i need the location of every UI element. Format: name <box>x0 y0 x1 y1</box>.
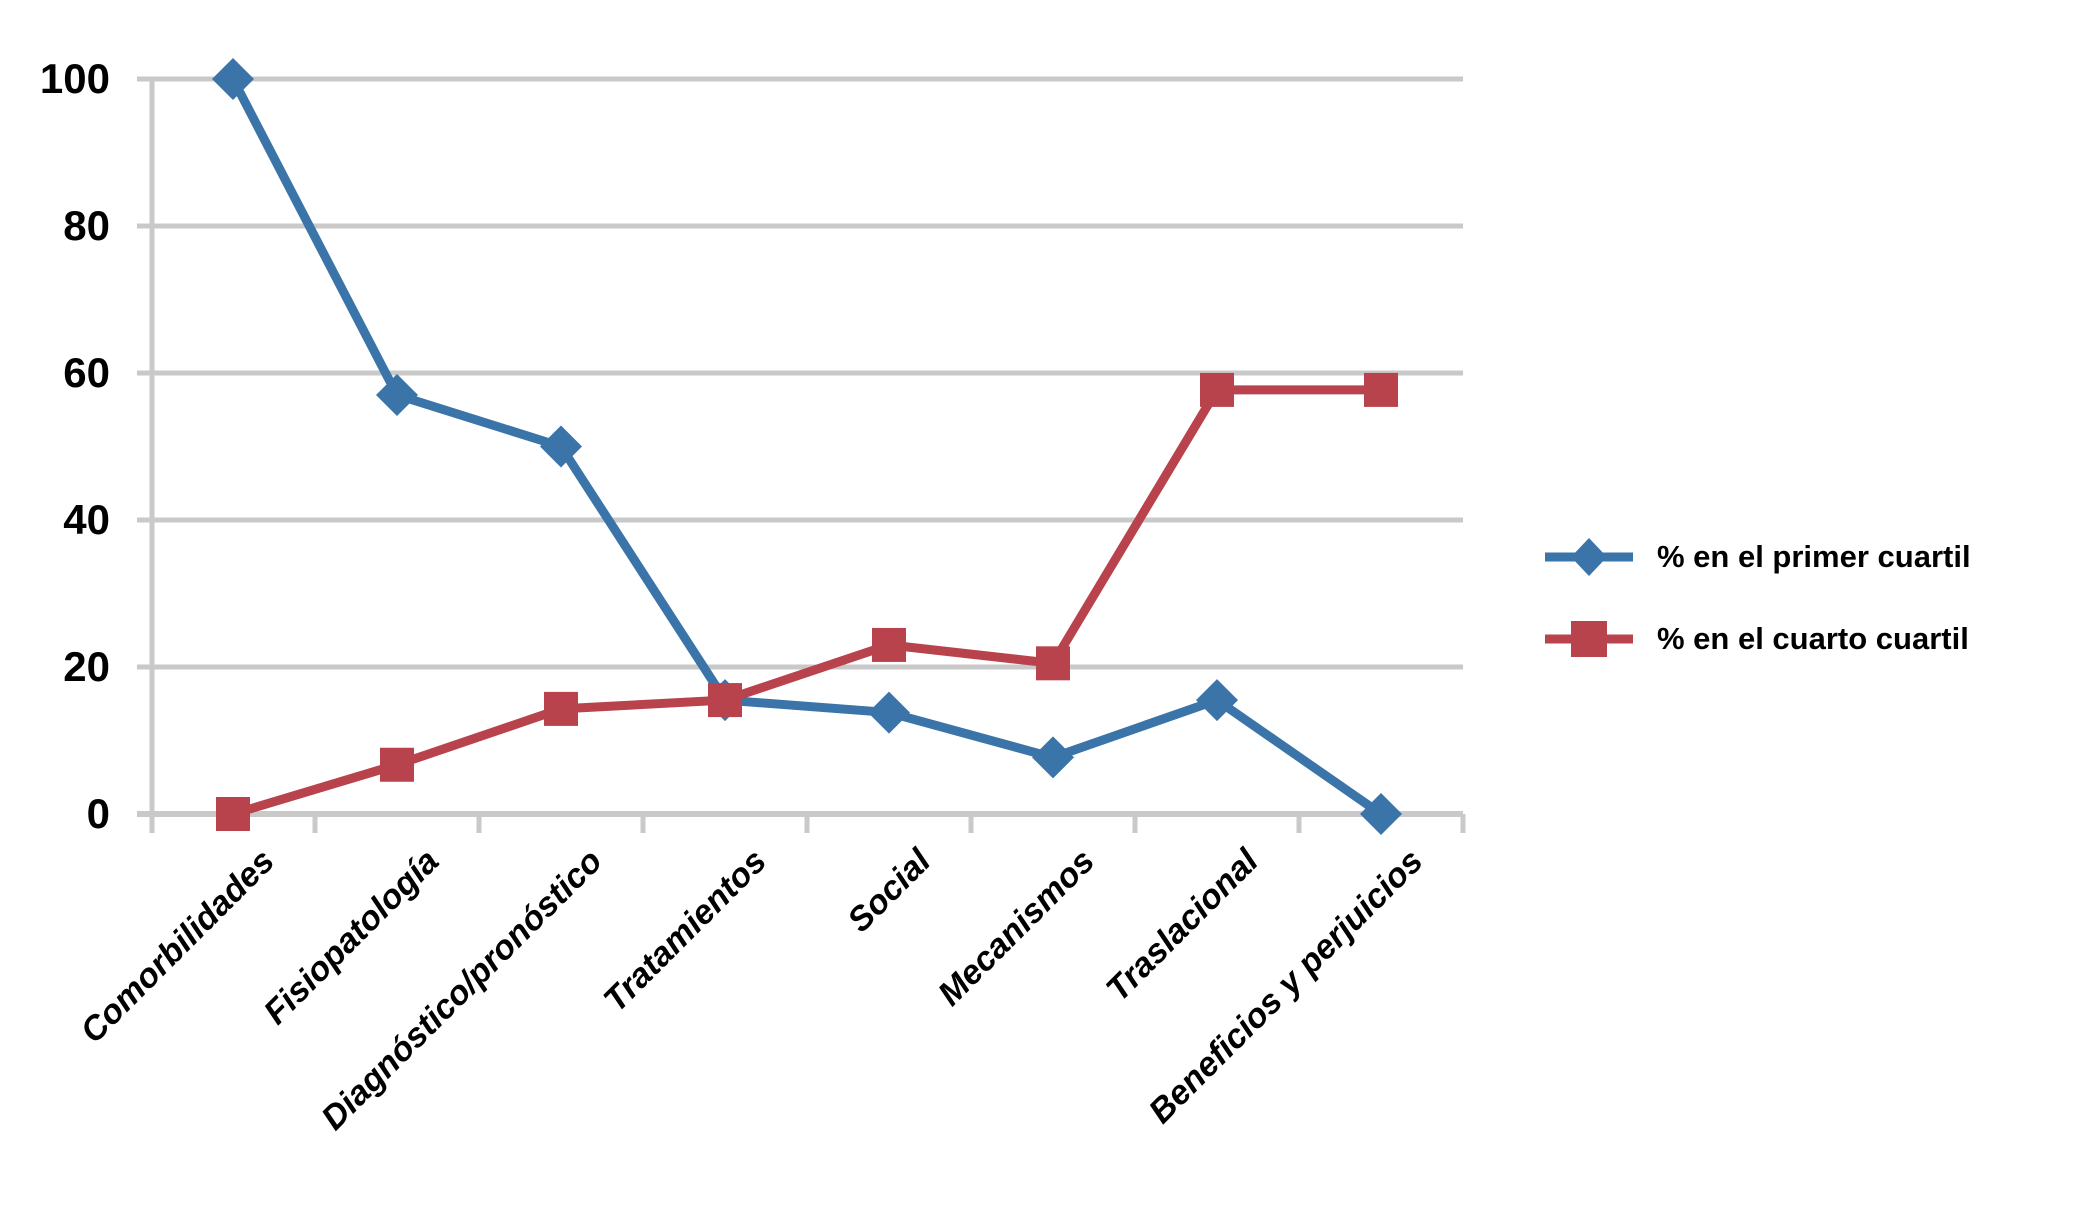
diamond-icon <box>1571 538 1607 576</box>
legend-item-cuarto-cuartil: % en el cuarto cuartil <box>1545 615 1971 663</box>
legend-label-cuarto-cuartil: % en el cuarto cuartil <box>1657 621 1969 656</box>
square-marker <box>708 683 742 718</box>
y-tick-label-80: 80 <box>63 202 110 249</box>
square-marker <box>872 627 906 662</box>
diamond-marker <box>1360 793 1402 835</box>
series-layer <box>212 58 1402 835</box>
diamond-marker <box>1196 679 1238 722</box>
legend-marker-diamond-icon <box>1545 538 1633 576</box>
diamond-marker <box>540 425 582 468</box>
square-marker <box>216 797 250 831</box>
x-axis-ticks <box>312 814 1466 833</box>
gridlines <box>137 76 1463 817</box>
legend-marker-square-icon <box>1545 621 1633 657</box>
square-marker <box>380 747 414 782</box>
y-tick-label-40: 40 <box>63 496 110 543</box>
y-tick-label-20: 20 <box>63 643 110 690</box>
diamond-marker <box>868 691 910 734</box>
legend: % en el primer cuartil % en el cuarto cu… <box>1545 533 1971 663</box>
diamond-marker <box>212 58 254 100</box>
series-line-0 <box>229 76 1384 818</box>
y-tick-label-60: 60 <box>63 349 110 396</box>
square-marker <box>1200 372 1234 407</box>
legend-item-primer-cuartil: % en el primer cuartil <box>1545 533 1971 581</box>
series-line-1 <box>231 385 1381 819</box>
y-tick-label-100: 100 <box>39 55 110 102</box>
square-marker <box>544 691 578 726</box>
legend-label-primer-cuartil: % en el primer cuartil <box>1657 539 1971 574</box>
y-tick-label-0: 0 <box>86 790 110 837</box>
diamond-marker <box>376 374 418 417</box>
diamond-marker <box>1032 736 1074 779</box>
square-marker <box>1036 646 1070 681</box>
square-icon <box>1571 621 1607 657</box>
square-marker <box>1364 372 1398 407</box>
